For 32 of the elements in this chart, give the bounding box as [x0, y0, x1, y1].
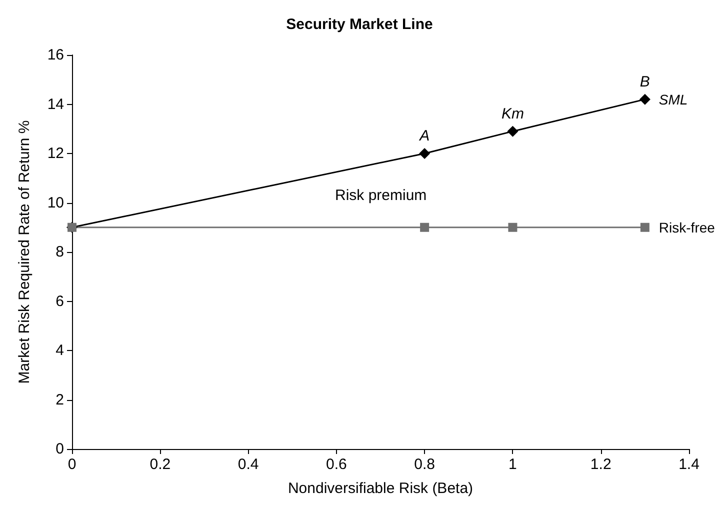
x-tick-label: 0.2 — [150, 456, 171, 473]
y-tick-label: 6 — [56, 292, 64, 310]
y-tick-label: 8 — [56, 244, 64, 260]
x-tick-label: 0.6 — [326, 456, 347, 473]
series-label: Risk-free — [658, 219, 716, 236]
point — [508, 222, 518, 232]
y-tick-label: 10 — [47, 194, 64, 212]
x-tick-label: 0.8 — [414, 456, 435, 473]
y-tick-label: 12 — [47, 145, 64, 162]
chart-title: Security Market Line — [286, 16, 433, 33]
y-axis-title: Market Risk Required Rate of Return % — [16, 120, 33, 384]
point — [507, 126, 518, 137]
y-tick-label: 0 — [56, 440, 64, 458]
point — [640, 222, 650, 232]
annotation: A — [418, 128, 430, 144]
x-tick-label: 1 — [508, 456, 517, 473]
x-axis-title: Nondiversifiable Risk (Beta) — [288, 480, 474, 497]
annotation: B — [640, 73, 650, 90]
x-tick-label: 0 — [68, 456, 76, 473]
point — [639, 94, 650, 105]
series-label: SML — [658, 91, 688, 108]
x-tick-label: 1.4 — [678, 456, 700, 473]
y-tick-label: 14 — [47, 96, 64, 113]
x-tick-label: 0.4 — [238, 456, 259, 473]
point — [420, 222, 430, 232]
annotation: Risk premium — [335, 187, 427, 204]
point — [419, 148, 430, 159]
annotation: Km — [501, 105, 524, 122]
y-tick-label: 4 — [56, 342, 64, 359]
y-tick-label: 2 — [56, 391, 64, 408]
y-tick-label: 16 — [47, 46, 64, 64]
x-tick-label: 1.2 — [590, 456, 612, 473]
